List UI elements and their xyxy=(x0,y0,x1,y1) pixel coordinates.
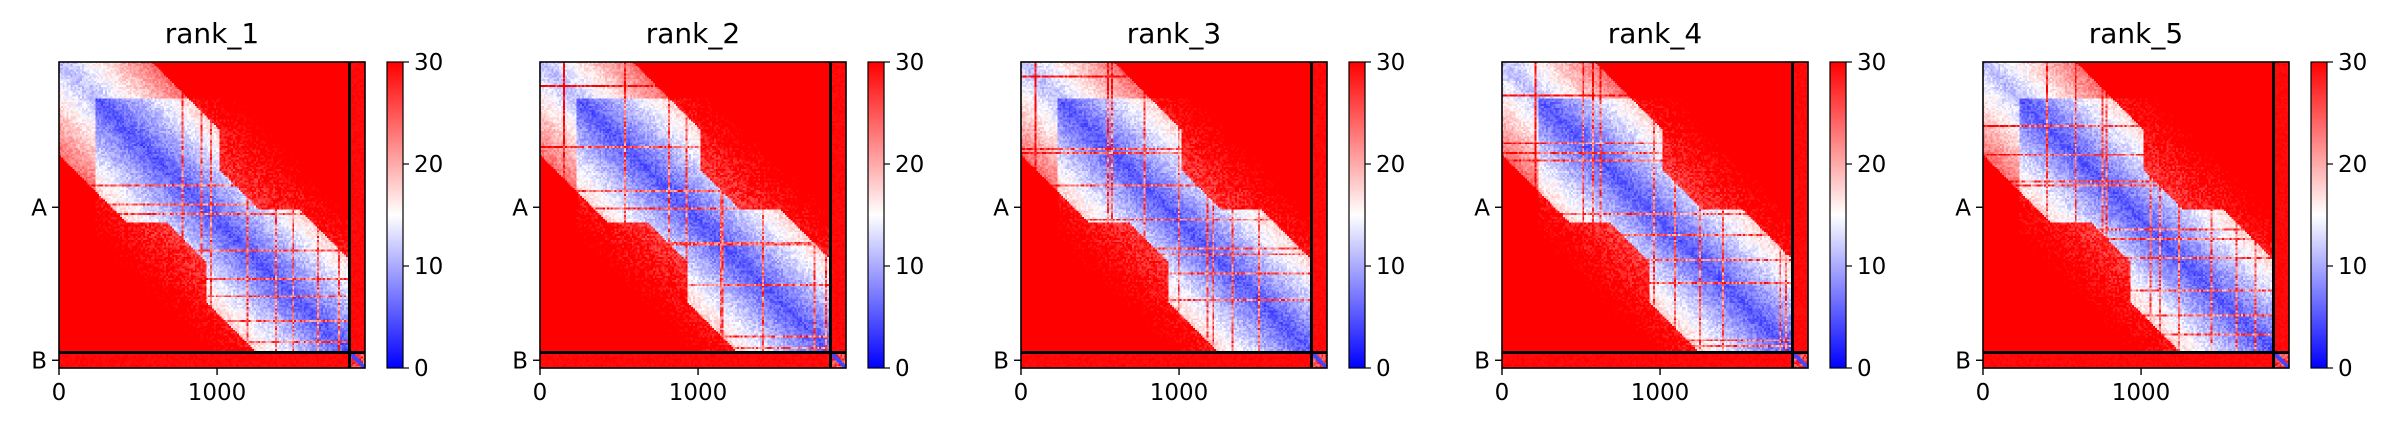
heatmap-frame xyxy=(1982,61,2290,369)
heatmap-image xyxy=(540,62,846,368)
colorbar-tick-label: 30 xyxy=(1857,50,1886,76)
colorbar-tick-label: 10 xyxy=(895,254,924,280)
colorbar-tick-label: 30 xyxy=(1376,50,1405,76)
colorbar-tick-label: 20 xyxy=(414,152,443,178)
heatmap-frame xyxy=(58,61,366,369)
y-chain-label-b: B xyxy=(993,348,1009,374)
heatmap-image xyxy=(59,62,365,368)
y-chain-label-a: A xyxy=(1474,195,1490,221)
colorbar-tick-label: 30 xyxy=(895,50,924,76)
x-tick-label: 1000 xyxy=(669,380,728,406)
colorbar-tick-label: 10 xyxy=(414,254,443,280)
colorbar-tick-label: 20 xyxy=(2338,152,2367,178)
x-tick-label: 0 xyxy=(533,380,548,406)
colorbar-frame xyxy=(867,61,885,369)
x-tick-label: 0 xyxy=(1976,380,1991,406)
y-chain-label-a: A xyxy=(1955,195,1971,221)
colorbar-tick-label: 0 xyxy=(1857,356,1872,382)
colorbar-frame xyxy=(386,61,404,369)
colorbar-tick-label: 30 xyxy=(414,50,443,76)
colorbar-tick-label: 20 xyxy=(1857,152,1886,178)
heatmap-frame xyxy=(539,61,847,369)
colorbar-tick-label: 0 xyxy=(2338,356,2353,382)
y-chain-label-b: B xyxy=(1955,348,1971,374)
colorbar-tick-label: 0 xyxy=(895,356,910,382)
x-tick-label: 1000 xyxy=(2112,380,2171,406)
colorbar-frame xyxy=(1829,61,1847,369)
colorbar-tick-label: 20 xyxy=(895,152,924,178)
heatmap-frame xyxy=(1501,61,1809,369)
x-tick-label: 0 xyxy=(52,380,67,406)
colorbar xyxy=(2311,62,2327,368)
colorbar-frame xyxy=(1348,61,1366,369)
colorbar xyxy=(1349,62,1365,368)
colorbar-tick-label: 0 xyxy=(1376,356,1391,382)
y-chain-label-a: A xyxy=(31,195,47,221)
x-tick-label: 1000 xyxy=(1150,380,1209,406)
heatmap-image xyxy=(1983,62,2289,368)
colorbar-tick-label: 10 xyxy=(1376,254,1405,280)
colorbar xyxy=(1830,62,1846,368)
heatmap-image xyxy=(1502,62,1808,368)
colorbar xyxy=(387,62,403,368)
y-chain-label-b: B xyxy=(1474,348,1490,374)
x-tick-label: 1000 xyxy=(188,380,247,406)
colorbar-tick-label: 20 xyxy=(1376,152,1405,178)
y-chain-label-a: A xyxy=(993,195,1009,221)
panel-title: rank_3 xyxy=(1127,17,1221,50)
x-tick-label: 1000 xyxy=(1631,380,1690,406)
x-tick-label: 0 xyxy=(1014,380,1029,406)
colorbar-tick-label: 10 xyxy=(2338,254,2367,280)
colorbar xyxy=(868,62,884,368)
heatmap-frame xyxy=(1020,61,1328,369)
colorbar-tick-label: 0 xyxy=(414,356,429,382)
y-chain-label-b: B xyxy=(512,348,528,374)
colorbar-tick-label: 30 xyxy=(2338,50,2367,76)
x-tick-label: 0 xyxy=(1495,380,1510,406)
panel-title: rank_5 xyxy=(2089,17,2183,50)
colorbar-frame xyxy=(2310,61,2328,369)
panel-title: rank_1 xyxy=(165,17,259,50)
panel-title: rank_4 xyxy=(1608,17,1702,50)
panel-title: rank_2 xyxy=(646,17,740,50)
y-chain-label-a: A xyxy=(512,195,528,221)
y-chain-label-b: B xyxy=(31,348,47,374)
colorbar-tick-label: 10 xyxy=(1857,254,1886,280)
heatmap-image xyxy=(1021,62,1327,368)
